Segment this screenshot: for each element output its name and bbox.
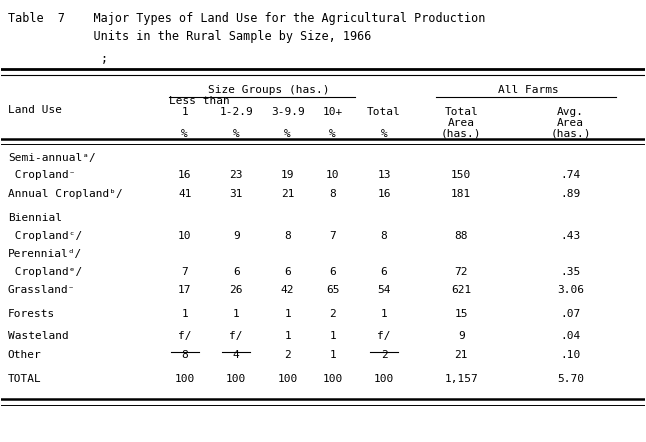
Text: 16: 16: [178, 171, 191, 180]
Text: 21: 21: [281, 189, 295, 199]
Text: .07: .07: [561, 309, 581, 319]
Text: 17: 17: [178, 285, 191, 295]
Text: .43: .43: [561, 231, 581, 240]
Text: 88: 88: [455, 231, 468, 240]
Text: 21: 21: [455, 350, 468, 360]
Text: f/: f/: [178, 331, 191, 341]
Text: 41: 41: [178, 189, 191, 199]
Text: 13: 13: [377, 171, 391, 180]
Text: 4: 4: [233, 350, 240, 360]
Text: 8: 8: [182, 350, 188, 360]
Text: %: %: [182, 129, 188, 139]
Text: 9: 9: [458, 331, 464, 341]
Text: Size Groups (has.): Size Groups (has.): [207, 85, 329, 95]
Text: 1: 1: [329, 331, 336, 341]
Text: 1: 1: [182, 309, 188, 319]
Text: 10: 10: [178, 231, 191, 240]
Text: Croplandᶜ/: Croplandᶜ/: [8, 231, 82, 240]
Text: 10+: 10+: [322, 107, 343, 117]
Text: 3.06: 3.06: [557, 285, 584, 295]
Text: 1: 1: [380, 309, 388, 319]
Text: .89: .89: [561, 189, 581, 199]
Text: (has.): (has.): [550, 129, 591, 139]
Text: 8: 8: [329, 189, 336, 199]
Text: 2: 2: [380, 350, 388, 360]
Text: (has.): (has.): [441, 129, 481, 139]
Text: 1-2.9: 1-2.9: [219, 107, 253, 117]
Text: 16: 16: [377, 189, 391, 199]
Text: 15: 15: [455, 309, 468, 319]
Text: .04: .04: [561, 331, 581, 341]
Text: 150: 150: [451, 171, 472, 180]
Text: 621: 621: [451, 285, 472, 295]
Text: 72: 72: [455, 267, 468, 277]
Text: 100: 100: [278, 374, 298, 384]
Text: 7: 7: [182, 267, 188, 277]
Text: Land Use: Land Use: [8, 105, 62, 114]
Text: Annual Croplandᵇ/: Annual Croplandᵇ/: [8, 189, 123, 199]
Text: 6: 6: [380, 267, 388, 277]
Text: 100: 100: [174, 374, 195, 384]
Text: Total: Total: [444, 107, 478, 117]
Text: f/: f/: [229, 331, 243, 341]
Text: Biennial: Biennial: [8, 213, 62, 223]
Text: 8: 8: [380, 231, 388, 240]
Text: Total: Total: [367, 107, 401, 117]
Text: %: %: [329, 129, 336, 139]
Text: Units in the Rural Sample by Size, 1966: Units in the Rural Sample by Size, 1966: [8, 30, 371, 43]
Text: Forests: Forests: [8, 309, 55, 319]
Text: Semi-annualᵃ/: Semi-annualᵃ/: [8, 153, 96, 163]
Text: 6: 6: [329, 267, 336, 277]
Text: .74: .74: [561, 171, 581, 180]
Text: 6: 6: [284, 267, 291, 277]
Text: 8: 8: [284, 231, 291, 240]
Text: Avg.: Avg.: [557, 107, 584, 117]
Text: Area: Area: [448, 118, 475, 128]
Text: 54: 54: [377, 285, 391, 295]
Text: 10: 10: [326, 171, 339, 180]
Text: Cropland⁻: Cropland⁻: [8, 171, 76, 180]
Text: 6: 6: [233, 267, 240, 277]
Text: 23: 23: [229, 171, 243, 180]
Text: Perennialᵈ/: Perennialᵈ/: [8, 249, 82, 259]
Text: 100: 100: [322, 374, 343, 384]
Text: 1,157: 1,157: [444, 374, 478, 384]
Text: 9: 9: [233, 231, 240, 240]
Text: 26: 26: [229, 285, 243, 295]
Text: 2: 2: [329, 309, 336, 319]
Text: 2: 2: [284, 350, 291, 360]
Text: 7: 7: [329, 231, 336, 240]
Text: 42: 42: [281, 285, 295, 295]
Text: Less than: Less than: [169, 96, 229, 106]
Text: 1: 1: [329, 350, 336, 360]
Text: ;: ;: [101, 52, 109, 65]
Text: 100: 100: [374, 374, 394, 384]
Text: Table  7    Major Types of Land Use for the Agricultural Production: Table 7 Major Types of Land Use for the …: [8, 12, 485, 25]
Text: All Farms: All Farms: [499, 85, 559, 95]
Text: 31: 31: [229, 189, 243, 199]
Text: 100: 100: [226, 374, 246, 384]
Text: Other: Other: [8, 350, 41, 360]
Text: %: %: [233, 129, 240, 139]
Text: 19: 19: [281, 171, 295, 180]
Text: 1: 1: [182, 107, 188, 117]
Text: 5.70: 5.70: [557, 374, 584, 384]
Text: 3-9.9: 3-9.9: [271, 107, 304, 117]
Text: TOTAL: TOTAL: [8, 374, 41, 384]
Text: Croplandᵉ/: Croplandᵉ/: [8, 267, 82, 277]
Text: .35: .35: [561, 267, 581, 277]
Text: Wasteland: Wasteland: [8, 331, 68, 341]
Text: 65: 65: [326, 285, 339, 295]
Text: Grassland⁻: Grassland⁻: [8, 285, 76, 295]
Text: 181: 181: [451, 189, 472, 199]
Text: .10: .10: [561, 350, 581, 360]
Text: %: %: [380, 129, 388, 139]
Text: 1: 1: [284, 309, 291, 319]
Text: 1: 1: [284, 331, 291, 341]
Text: 1: 1: [233, 309, 240, 319]
Text: %: %: [284, 129, 291, 139]
Text: f/: f/: [377, 331, 391, 341]
Text: Area: Area: [557, 118, 584, 128]
